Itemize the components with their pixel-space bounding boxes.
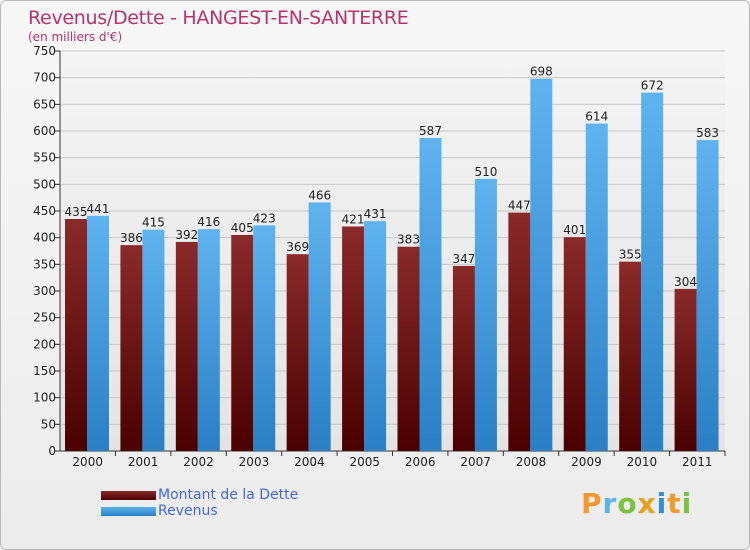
data-label-dette: 369 bbox=[286, 240, 309, 254]
bar-revenus bbox=[364, 221, 387, 451]
x-tick-label: 2006 bbox=[405, 455, 436, 469]
legend: Montant de la Dette Revenus bbox=[101, 487, 298, 519]
x-tick-label: 2007 bbox=[460, 455, 491, 469]
y-tick-label: 100 bbox=[33, 391, 56, 405]
data-label-revenus: 583 bbox=[696, 126, 719, 140]
bar-dette bbox=[175, 241, 198, 451]
logo-letter: r bbox=[602, 487, 618, 520]
legend-label-revenus: Revenus bbox=[158, 503, 218, 519]
bar-revenus bbox=[419, 137, 442, 451]
data-label-revenus: 423 bbox=[253, 211, 276, 225]
data-label-dette: 421 bbox=[342, 212, 365, 226]
y-tick-label: 450 bbox=[33, 204, 56, 218]
y-tick-label: 750 bbox=[33, 44, 56, 58]
bar-revenus bbox=[197, 229, 220, 451]
bar-dette bbox=[452, 265, 475, 451]
chart-subtitle: (en milliers d'€) bbox=[28, 30, 123, 44]
bar-dette bbox=[286, 254, 309, 451]
data-label-revenus: 698 bbox=[530, 65, 553, 79]
data-label-dette: 383 bbox=[397, 233, 420, 247]
logo-letter: i bbox=[681, 487, 693, 520]
logo-letter: i bbox=[656, 487, 668, 520]
bar-dette bbox=[120, 245, 143, 451]
legend-swatch-revenus bbox=[101, 506, 156, 516]
data-label-revenus: 672 bbox=[641, 79, 664, 93]
data-label-dette: 405 bbox=[231, 221, 254, 235]
legend-item-revenus: Revenus bbox=[101, 503, 298, 519]
y-tick-label: 0 bbox=[48, 444, 56, 458]
data-label-revenus: 587 bbox=[419, 124, 442, 138]
bar-dette bbox=[563, 237, 586, 451]
data-label-revenus: 416 bbox=[197, 215, 220, 229]
x-tick-label: 2003 bbox=[239, 455, 270, 469]
proxiti-logo: Proxiti bbox=[581, 487, 692, 520]
bar-dette bbox=[397, 246, 420, 451]
data-label-dette: 386 bbox=[120, 231, 143, 245]
bar-revenus bbox=[530, 78, 553, 451]
bar-revenus bbox=[585, 123, 608, 452]
logo-letter: x bbox=[637, 487, 657, 520]
data-label-dette: 304 bbox=[674, 275, 697, 289]
bar-revenus bbox=[87, 215, 109, 451]
y-tick-label: 350 bbox=[33, 257, 56, 271]
data-label-revenus: 441 bbox=[87, 202, 110, 216]
chart-title: Revenus/Dette - HANGEST-EN-SANTERRE bbox=[28, 7, 409, 29]
y-tick-label: 300 bbox=[33, 284, 56, 298]
bar-revenus bbox=[253, 225, 276, 451]
bar-dette bbox=[65, 219, 87, 451]
bar-dette bbox=[508, 212, 531, 451]
data-label-dette: 392 bbox=[175, 228, 198, 242]
x-tick-label: 2010 bbox=[627, 455, 658, 469]
data-label-dette: 447 bbox=[508, 199, 531, 213]
bar-dette bbox=[231, 235, 254, 451]
y-tick-label: 600 bbox=[33, 124, 56, 138]
y-tick-label: 700 bbox=[33, 71, 56, 85]
legend-label-dette: Montant de la Dette bbox=[158, 487, 299, 503]
data-label-revenus: 510 bbox=[474, 165, 497, 179]
data-label-revenus: 415 bbox=[142, 216, 165, 230]
data-label-revenus: 431 bbox=[364, 207, 387, 221]
data-label-dette: 401 bbox=[563, 223, 586, 237]
bar-revenus bbox=[474, 179, 497, 451]
x-tick-label: 2004 bbox=[294, 455, 325, 469]
y-tick-label: 150 bbox=[33, 364, 56, 378]
y-tick-label: 50 bbox=[41, 417, 56, 431]
x-tick-label: 2009 bbox=[571, 455, 602, 469]
bar-dette bbox=[674, 288, 697, 451]
x-tick-label: 2002 bbox=[183, 455, 214, 469]
y-tick-label: 400 bbox=[33, 231, 56, 245]
legend-swatch-dette bbox=[101, 490, 156, 500]
bar-revenus bbox=[641, 92, 664, 451]
bar-dette bbox=[342, 226, 365, 451]
bar-revenus bbox=[308, 202, 331, 451]
bar-revenus bbox=[142, 229, 165, 451]
x-tick-label: 2005 bbox=[350, 455, 381, 469]
x-tick-label: 2008 bbox=[516, 455, 547, 469]
data-label-revenus: 466 bbox=[308, 188, 331, 202]
y-tick-label: 200 bbox=[33, 337, 56, 351]
logo-letter: P bbox=[581, 487, 603, 520]
legend-item-dette: Montant de la Dette bbox=[101, 487, 298, 503]
logo-letter: o bbox=[617, 487, 638, 520]
data-label-dette: 435 bbox=[65, 205, 88, 219]
y-tick-label: 500 bbox=[33, 177, 56, 191]
plot-area bbox=[60, 51, 725, 451]
y-tick-label: 550 bbox=[33, 151, 56, 165]
bar-revenus bbox=[696, 140, 719, 452]
data-label-revenus: 614 bbox=[585, 110, 608, 124]
data-label-dette: 355 bbox=[619, 248, 642, 262]
bar-dette bbox=[619, 261, 642, 451]
y-tick-label: 650 bbox=[33, 97, 56, 111]
data-label-dette: 347 bbox=[452, 252, 475, 266]
x-tick-label: 2000 bbox=[72, 455, 103, 469]
x-tick-label: 2011 bbox=[682, 455, 713, 469]
logo-letter: t bbox=[667, 487, 682, 520]
y-tick-label: 250 bbox=[33, 311, 56, 325]
x-tick-label: 2001 bbox=[128, 455, 159, 469]
